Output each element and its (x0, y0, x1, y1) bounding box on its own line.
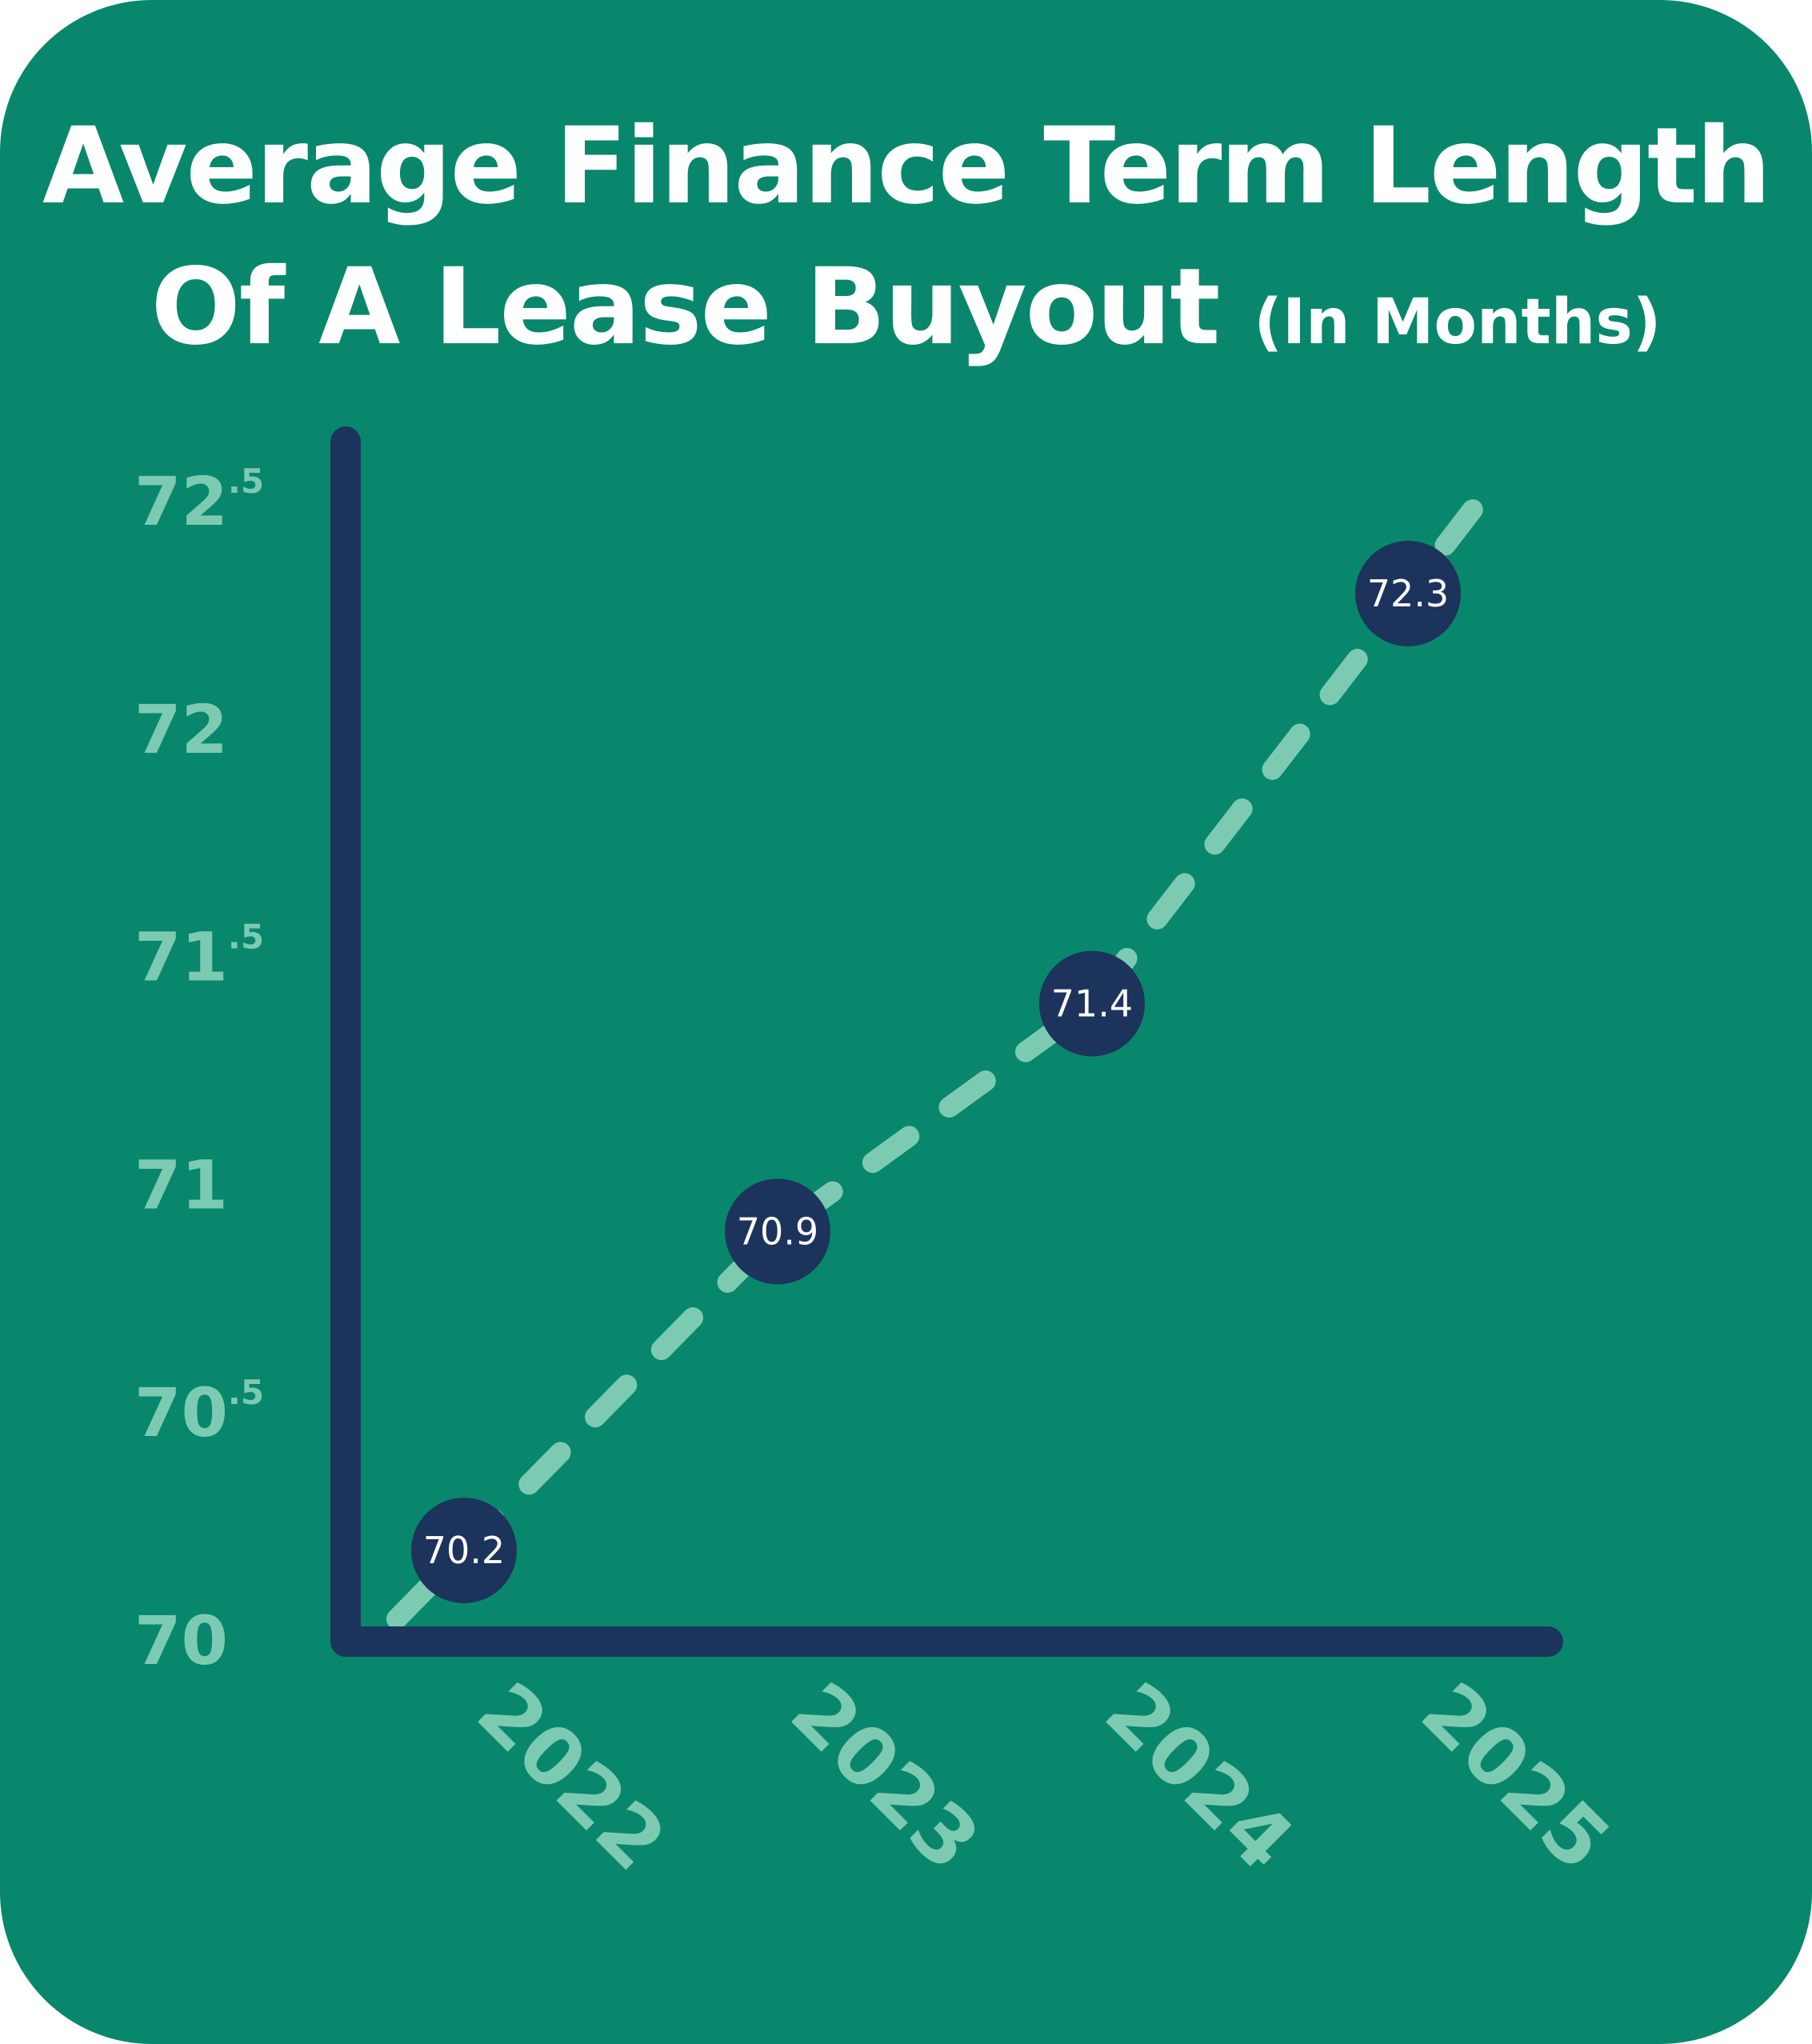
x-tick-label-2022: 2022 (460, 1665, 684, 1889)
x-tick-label-2025: 2025 (1404, 1665, 1628, 1889)
data-point-2024 (1039, 950, 1145, 1057)
data-label-2023: 70.9 (737, 1210, 818, 1253)
title-unit: (In Months) (1254, 286, 1662, 358)
y-tick-label: 70 (134, 1602, 228, 1680)
x-tick-label-2024: 2024 (1088, 1665, 1312, 1889)
title-main: Of A Lease Buyout (150, 246, 1221, 369)
data-label-2024: 71.4 (1051, 982, 1133, 1026)
title-line-1: Average Finance Term Length (42, 105, 1771, 228)
data-point-2023 (725, 1178, 830, 1285)
y-tick-layer: 70 70.5 71 71.5 72 72.5 (134, 462, 264, 1680)
y-tick-label: 72.5 (134, 462, 264, 541)
x-tick-layer: 2022 2023 2024 2025 (460, 1665, 1628, 1889)
title-line-2: Of A Lease Buyout (In Months) (0, 237, 1812, 393)
marker-layer: 70.2 70.9 71.4 72.3 (411, 540, 1461, 1604)
y-tick-label: 72 (134, 690, 228, 769)
data-point-2025 (1355, 540, 1461, 646)
y-tick-label: 71 (134, 1146, 228, 1224)
axis-layer (330, 426, 1563, 1657)
series-line (386, 469, 1506, 1630)
y-tick-label: 71.5 (134, 918, 264, 997)
data-label-2022: 70.2 (423, 1529, 505, 1572)
y-tick-label: 70.5 (134, 1373, 264, 1452)
data-label-2025: 72.3 (1367, 572, 1449, 615)
data-point-2022 (411, 1498, 517, 1604)
chart-title: Average Finance Term Length Of A Lease B… (0, 96, 1812, 393)
x-tick-label-2023: 2023 (774, 1665, 998, 1889)
series-layer (386, 469, 1506, 1630)
